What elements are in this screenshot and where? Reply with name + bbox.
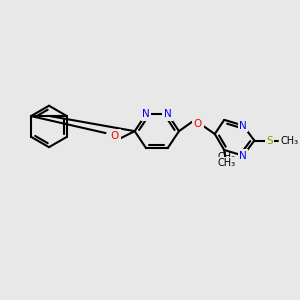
- Text: N: N: [164, 109, 172, 119]
- Text: S: S: [266, 136, 273, 146]
- Text: CH₃: CH₃: [217, 152, 235, 162]
- Text: N: N: [142, 109, 150, 119]
- Text: O: O: [194, 118, 202, 129]
- Text: N: N: [164, 109, 172, 119]
- Text: N: N: [239, 121, 247, 130]
- Text: O: O: [111, 131, 119, 141]
- Text: N: N: [239, 121, 247, 130]
- Text: O: O: [194, 118, 202, 129]
- Text: S: S: [266, 136, 273, 146]
- Text: CH₃: CH₃: [283, 136, 300, 146]
- Text: N: N: [239, 151, 247, 161]
- Text: N: N: [142, 109, 150, 119]
- Text: O: O: [111, 131, 119, 141]
- Text: N: N: [239, 151, 247, 161]
- Text: CH₃: CH₃: [217, 158, 235, 168]
- Text: CH₃: CH₃: [280, 136, 298, 146]
